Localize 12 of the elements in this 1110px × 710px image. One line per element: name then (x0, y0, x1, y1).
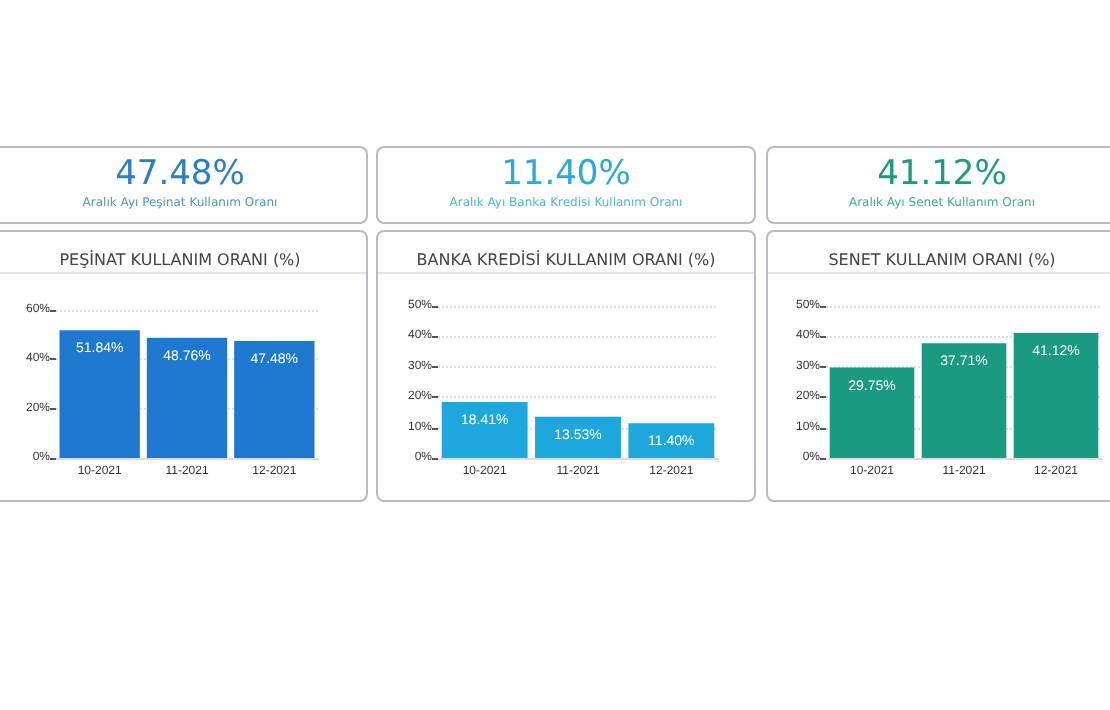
bar (1013, 333, 1099, 458)
text: 47.48% (113, 154, 247, 194)
text: 41.12% (875, 154, 1009, 194)
chart-title: PEŞİNAT KULLANIM ORANI (%) (59, 249, 301, 269)
bar (921, 343, 1007, 458)
chart-title: BANKA KREDİSİ KULLANIM ORANI (%) (416, 249, 716, 269)
bar (829, 367, 915, 458)
bar (441, 402, 528, 458)
chart-title: SENET KULLANIM ORANI (%) (828, 251, 1056, 269)
bar (535, 416, 621, 458)
text: 11.40% (499, 154, 633, 194)
bar (628, 423, 715, 458)
